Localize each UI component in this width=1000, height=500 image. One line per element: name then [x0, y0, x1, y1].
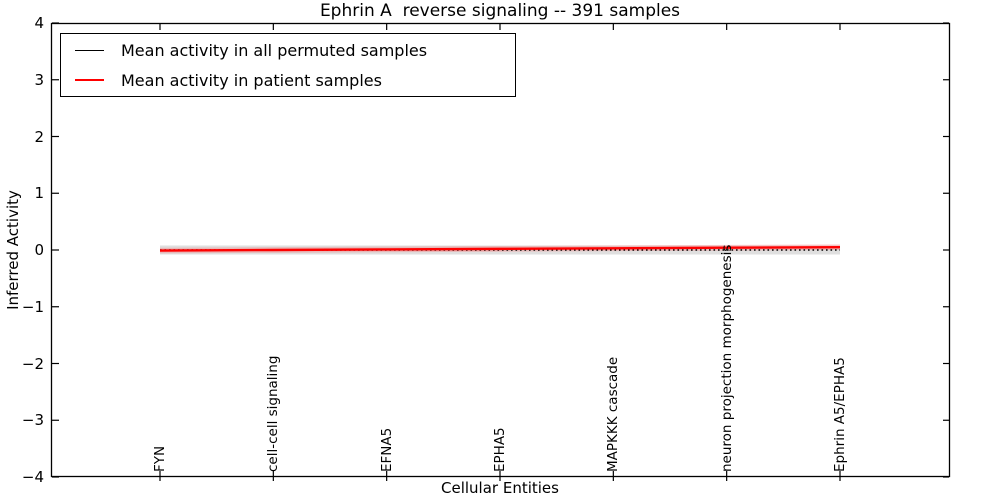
x-tick-label: neuron projection morphogenesis — [718, 244, 735, 472]
x-tick-label: cell-cell signaling — [265, 355, 282, 472]
y-tick-label: 2 — [34, 127, 44, 146]
y-tick-label: 1 — [34, 184, 44, 203]
legend-label: Mean activity in all permuted samples — [121, 40, 428, 60]
legend: Mean activity in all permuted samples Mea… — [60, 33, 516, 97]
y-tick-label: 3 — [34, 70, 44, 89]
y-tick-label: 4 — [34, 14, 44, 32]
y-tick-label: −3 — [21, 411, 44, 430]
chart-title: Ephrin A reverse signaling -- 391 sample… — [319, 1, 681, 21]
legend-label: Mean activity in patient samples — [121, 70, 382, 90]
y-tick-label: 0 — [34, 241, 44, 259]
x-tick-label: EFNA5 — [378, 427, 395, 472]
x-tick-label: EPHA5 — [491, 427, 508, 472]
series-line-1 — [159, 245, 841, 252]
legend-entry: Mean activity in all permuted samples — [61, 35, 515, 65]
x-axis-label: Cellular Entities — [441, 479, 559, 497]
legend-line-icon — [75, 49, 104, 51]
legend-entry: Mean activity in patient samples — [61, 65, 515, 95]
legend-line-icon — [75, 79, 104, 81]
x-tick-label: FYN — [152, 445, 168, 472]
y-tick-label: −2 — [21, 354, 44, 373]
x-tick-label: Ephrin A5/EPHA5 — [831, 357, 848, 472]
x-tick-label: MAPKKK cascade — [605, 356, 622, 472]
y-tick-label: −4 — [21, 468, 44, 486]
y-tick-label: −1 — [21, 297, 44, 316]
